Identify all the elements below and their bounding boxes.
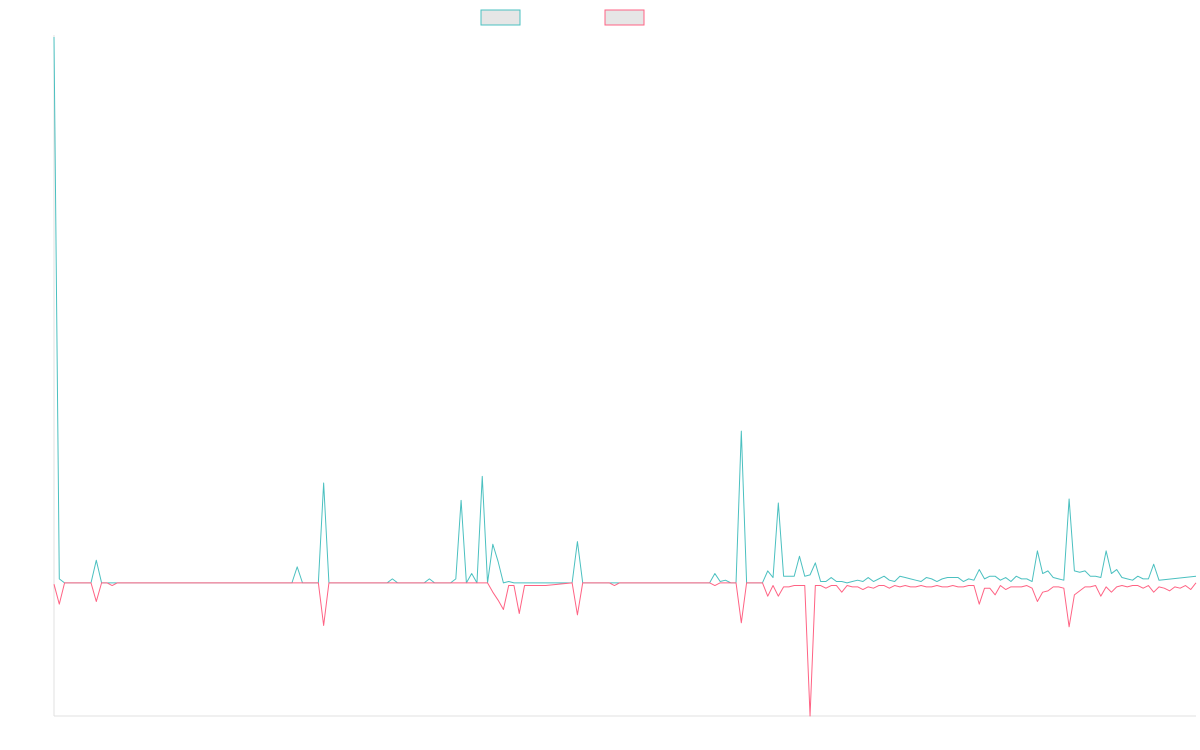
legend-swatch-series-b[interactable] [604,9,645,26]
legend-swatch-series-a[interactable] [480,9,521,26]
series-line-b [53,582,1197,717]
series-line-a [53,36,1197,584]
axes [53,35,1196,717]
plot-area [53,36,1197,717]
legend [480,9,645,26]
